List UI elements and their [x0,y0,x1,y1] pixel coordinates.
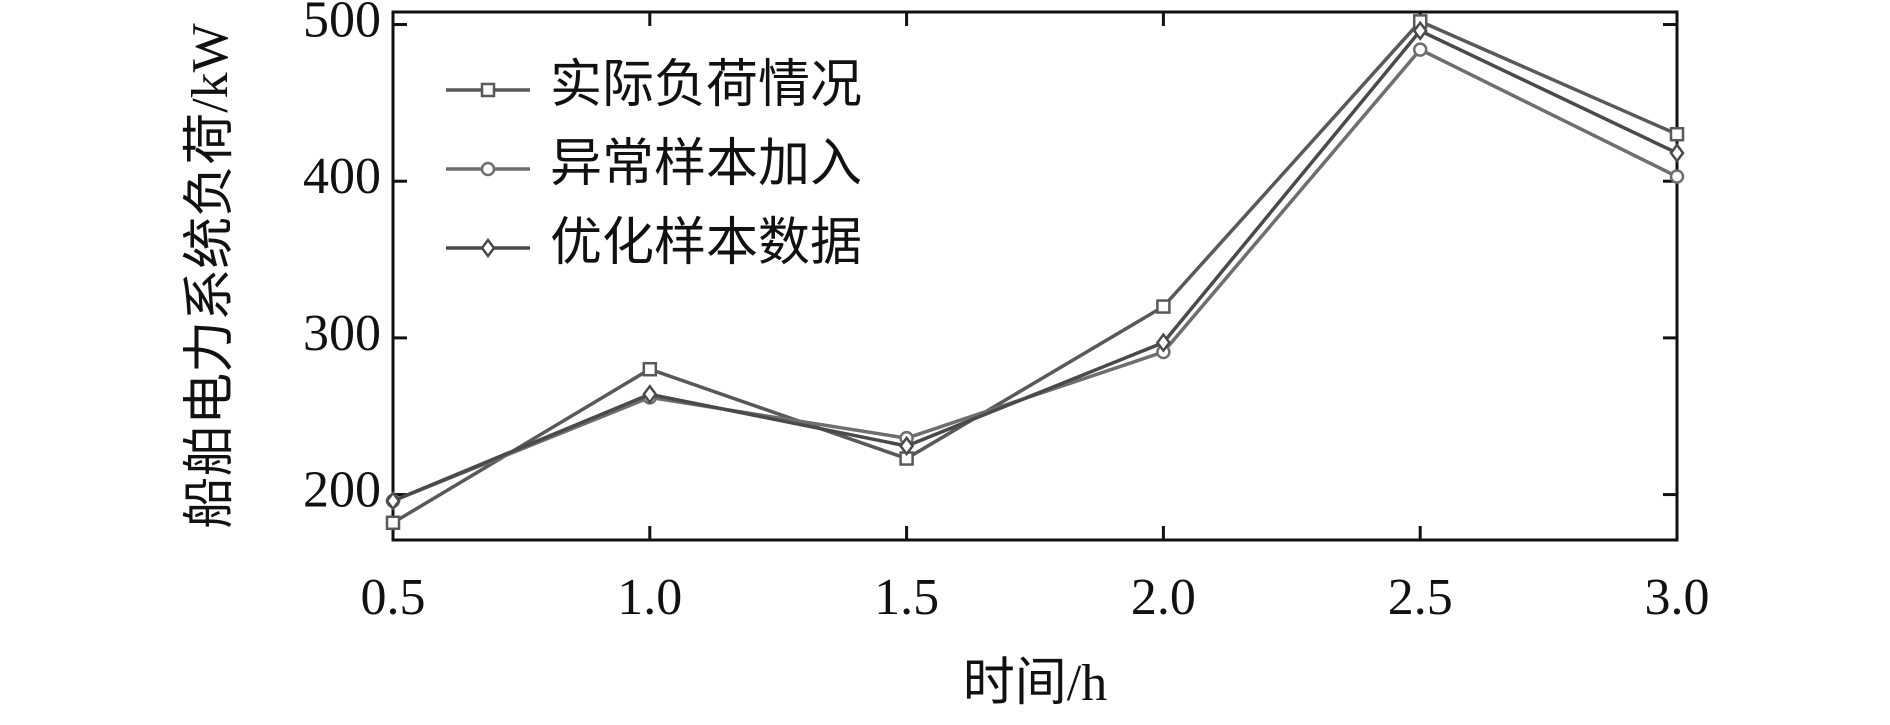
point-marker [1669,126,1685,142]
legend-label: 异常样本加入 [550,136,862,193]
point-marker [1412,20,1428,41]
y-axis-label: 船舶电力系统负荷/kW [182,23,239,529]
legend-marker [480,82,496,98]
x-tick-label: 2.5 [1388,569,1453,626]
y-tick-label: 400 [303,148,381,205]
y-tick-label: 200 [303,462,381,519]
point-marker [1669,142,1685,164]
point-marker [385,490,401,511]
point-marker [1155,332,1171,353]
point-marker [642,384,658,405]
x-tick-label: 1.0 [617,569,682,626]
point-marker [1156,299,1171,314]
x-axis-label: 时间/h [963,655,1107,712]
point-marker [1412,42,1428,57]
point-marker [899,435,915,457]
series-line [392,28,1678,503]
y-tick-label: 500 [303,0,381,48]
y-tick-label: 300 [303,305,381,362]
legend-marker [480,161,496,177]
legend-label: 实际负荷情况 [550,57,862,114]
legend-label: 优化样本数据 [550,215,862,272]
legend-marker [480,237,496,259]
x-tick-label: 2.0 [1131,569,1196,626]
x-tick-label: 3.0 [1645,569,1710,626]
plot-frame [391,10,1679,542]
series-line [392,19,1678,525]
series-line [392,47,1678,503]
x-tick-label: 1.5 [874,569,939,626]
point-marker [385,515,401,531]
point-marker [642,361,658,377]
x-tick-label: 0.5 [361,569,426,626]
point-marker [1669,169,1685,184]
